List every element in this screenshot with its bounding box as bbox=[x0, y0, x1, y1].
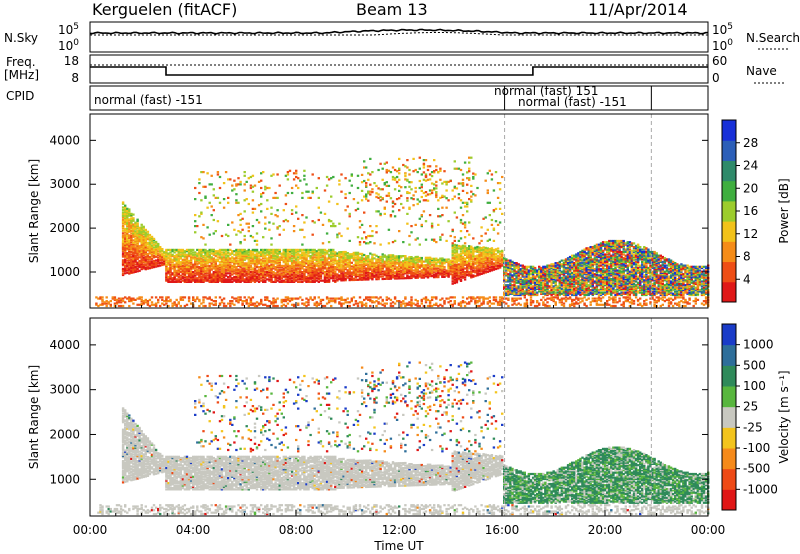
noise-left-tick-high: 105 bbox=[58, 22, 79, 37]
power-colorbar bbox=[721, 119, 740, 303]
xtick-label: 04:00 bbox=[176, 523, 211, 537]
nave-tick-high: 60 bbox=[712, 54, 727, 68]
noise-left-label: N.Sky bbox=[4, 31, 38, 45]
velocity-colorbar-tick-label: -1000 bbox=[743, 482, 778, 496]
power-ytick-label: 4000 bbox=[49, 133, 80, 147]
beam-title: Beam 13 bbox=[356, 0, 428, 19]
velocity-colorbar-swatch bbox=[722, 386, 736, 408]
date-title: 11/Apr/2014 bbox=[588, 0, 688, 19]
xtick-label: 08:00 bbox=[279, 523, 314, 537]
cpid-label: CPID bbox=[6, 89, 34, 103]
power-colorbar-swatch bbox=[722, 221, 736, 242]
xtick-label: 20:00 bbox=[588, 523, 623, 537]
power-colorbar-swatch bbox=[722, 241, 736, 263]
velocity-colorbar-swatch bbox=[722, 406, 736, 428]
velocity-colorbar-label: Velocity [m s⁻¹] bbox=[777, 370, 791, 463]
cpid-panel-frame bbox=[89, 85, 709, 111]
velocity-ylabel: Slant Range [km] bbox=[27, 365, 41, 469]
xtick-label: 00:00 bbox=[691, 523, 726, 537]
velocity-colorbar bbox=[721, 323, 740, 511]
velocity-colorbar-swatch bbox=[722, 365, 736, 387]
power-colorbar-tick-label: 8 bbox=[743, 250, 751, 264]
velocity-colorbar-swatch bbox=[722, 468, 736, 490]
noise-right-tick-high: 105 bbox=[712, 22, 733, 37]
noise-left-tick-low: 100 bbox=[58, 38, 79, 53]
velocity-colorbar-tick-label: 1000 bbox=[743, 338, 774, 352]
velocity-colorbar-swatch bbox=[722, 448, 736, 470]
power-colorbar-swatch bbox=[722, 261, 736, 283]
power-colorbar-tick-label: 12 bbox=[743, 227, 758, 241]
frequency-panel-frame bbox=[89, 54, 709, 84]
velocity-colorbar-swatch bbox=[722, 324, 736, 346]
velocity-panel bbox=[89, 317, 740, 517]
power-colorbar-swatch bbox=[722, 180, 736, 202]
power-colorbar-label: Power [dB] bbox=[777, 178, 791, 243]
cpid-segment-2: normal (fast) 151 bbox=[494, 84, 598, 98]
velocity-colorbar-tick-label: -100 bbox=[743, 441, 770, 455]
velocity-ytick-label: 3000 bbox=[49, 383, 80, 397]
nave-label: Nave bbox=[746, 64, 777, 78]
velocity-colorbar-tick-label: -25 bbox=[743, 420, 763, 434]
noise-right-tick-low: 100 bbox=[712, 38, 733, 53]
velocity-ytick-label: 1000 bbox=[49, 472, 80, 486]
xtick-label: 16:00 bbox=[485, 523, 520, 537]
freq-label-line1: Freq. bbox=[6, 55, 36, 69]
noise-sky-trace bbox=[89, 28, 709, 35]
power-ylabel: Slant Range [km] bbox=[27, 159, 41, 263]
power-colorbar-tick-label: 4 bbox=[743, 272, 751, 286]
power-colorbar-swatch bbox=[722, 120, 736, 141]
noise-right-label: N.Search bbox=[746, 31, 800, 45]
power-colorbar-tick-label: 28 bbox=[743, 136, 758, 150]
freq-label-line2: [MHz] bbox=[4, 68, 39, 82]
power-colorbar-swatch bbox=[722, 200, 736, 222]
power-colorbar-swatch bbox=[722, 160, 736, 182]
velocity-colorbar-tick-label: 500 bbox=[743, 358, 766, 372]
x-axis-label: Time UT bbox=[373, 539, 424, 553]
power-panel bbox=[89, 113, 740, 309]
nave-tick-low: 0 bbox=[712, 71, 720, 85]
noise-panel-frame bbox=[89, 21, 709, 53]
power-ytick-label: 1000 bbox=[49, 265, 80, 279]
velocity-colorbar-tick-label: -500 bbox=[743, 462, 770, 476]
power-ytick-label: 3000 bbox=[49, 177, 80, 191]
velocity-colorbar-swatch bbox=[722, 427, 736, 449]
velocity-ytick-label: 4000 bbox=[49, 338, 80, 352]
noise-search-trace bbox=[90, 32, 708, 36]
velocity-colorbar-swatch bbox=[722, 344, 736, 366]
frequency-trace bbox=[90, 66, 708, 76]
velocity-scatter-cells bbox=[97, 361, 710, 516]
power-colorbar-swatch bbox=[722, 281, 736, 303]
station-title: Kerguelen (fitACF) bbox=[92, 0, 238, 19]
velocity-colorbar-tick-label: 25 bbox=[743, 400, 758, 414]
cpid-segment-1: normal (fast) -151 bbox=[94, 93, 203, 107]
velocity-colorbar-tick-label: 100 bbox=[743, 379, 766, 393]
velocity-colorbar-frame bbox=[721, 323, 737, 511]
power-colorbar-tick-label: 20 bbox=[743, 181, 758, 195]
freq-tick-high: 18 bbox=[64, 54, 79, 68]
xtick-label: 12:00 bbox=[382, 523, 417, 537]
power-ytick-label: 2000 bbox=[49, 221, 80, 235]
cpid-segment-3: normal (fast) -151 bbox=[518, 95, 627, 109]
freq-tick-low: 8 bbox=[71, 71, 79, 85]
power-colorbar-tick-label: 24 bbox=[743, 159, 758, 173]
velocity-colorbar-swatch bbox=[722, 489, 736, 511]
power-colorbar-swatch bbox=[722, 140, 736, 161]
power-colorbar-tick-label: 16 bbox=[743, 204, 758, 218]
velocity-ytick-label: 2000 bbox=[49, 427, 80, 441]
xtick-label: 00:00 bbox=[73, 523, 108, 537]
power-scatter-cells bbox=[95, 156, 710, 308]
